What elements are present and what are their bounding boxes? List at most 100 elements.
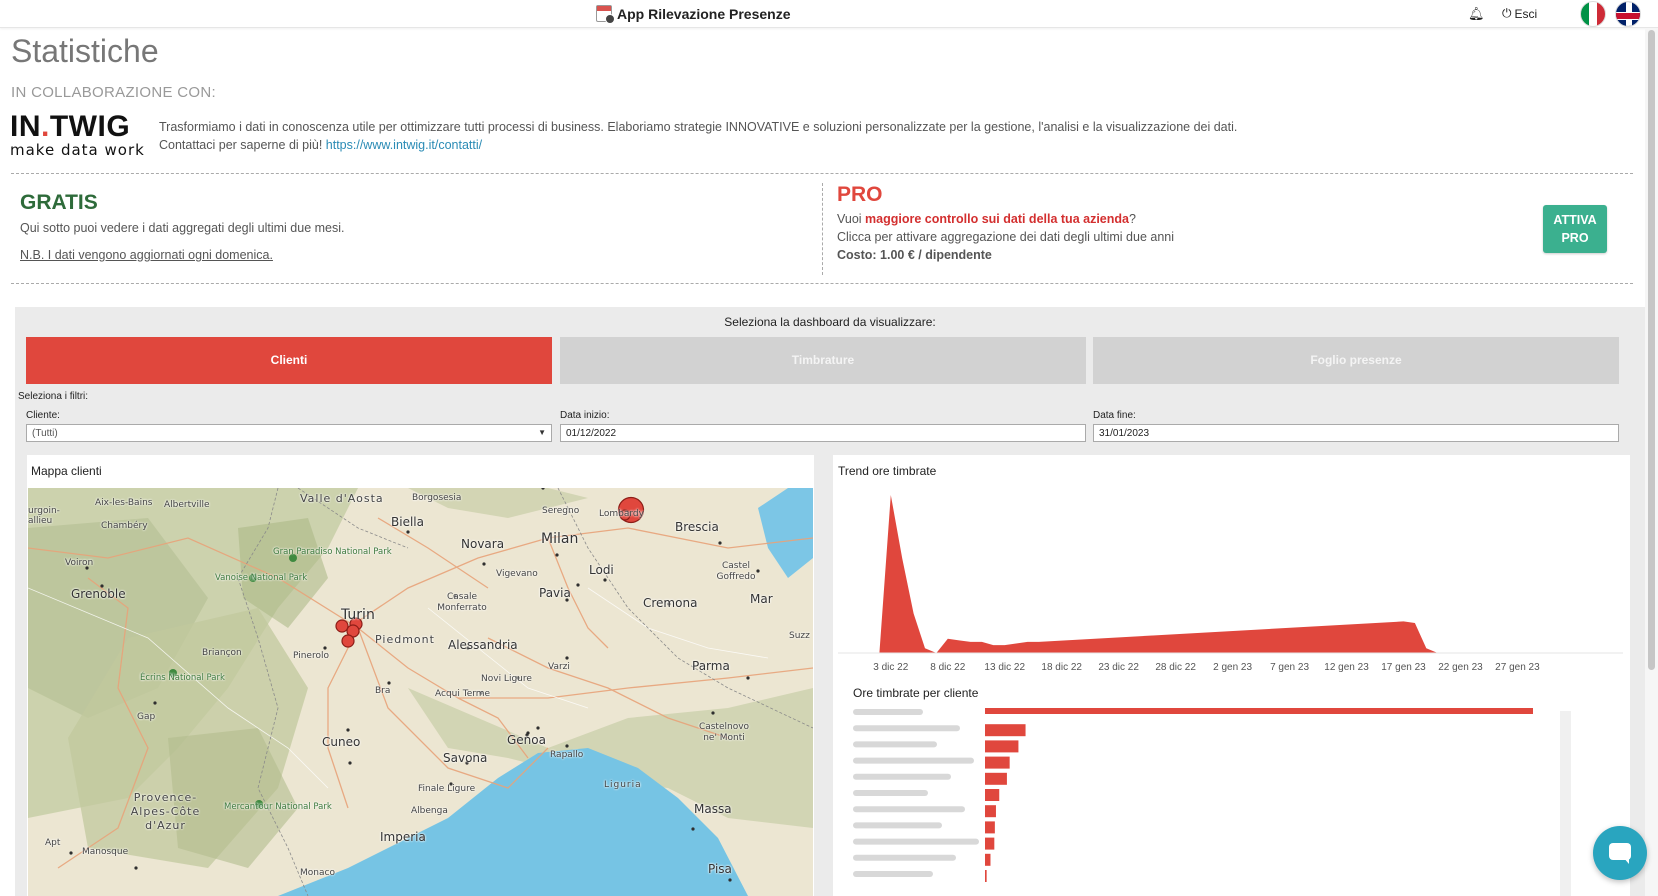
pro-title: PRO [837, 183, 883, 206]
map-label: Bra [375, 686, 391, 696]
client-bar[interactable] [985, 837, 995, 850]
trend-x-tick: 3 dic 22 [873, 662, 908, 673]
pro-line1-highlight: maggiore controllo sui dati della tua az… [865, 212, 1129, 226]
trend-x-tick: 7 gen 23 [1270, 662, 1309, 673]
map-label: Albenga [411, 806, 448, 816]
page-title: Statistiche [11, 33, 159, 69]
dashboard-select-label: Seleziona la dashboard da visualizzare: [724, 315, 936, 329]
map-label: Gap [137, 712, 156, 722]
gratis-note: N.B. I dati vengono aggiornati ogni dome… [20, 248, 273, 262]
map-label: Castel Goffredo [716, 561, 756, 582]
client-bar[interactable] [985, 724, 1026, 737]
client-name-redacted [853, 871, 933, 877]
map-label: Liguria [604, 780, 642, 790]
data-fine-input[interactable]: 31/01/2023 [1093, 424, 1619, 442]
intwig-contact: Contattaci per saperne di più! https://w… [159, 136, 1237, 154]
client-name-redacted [853, 806, 965, 813]
map-background [28, 488, 813, 896]
trend-chart[interactable]: 3 dic 22 8 dic 22 13 dic 22 18 dic 22 23 dic… [833, 475, 1630, 680]
ore-clienti-chart[interactable] [833, 703, 1630, 896]
client-bar[interactable] [985, 708, 1533, 714]
filters-label: Seleziona i filtri: [18, 391, 89, 402]
clienti-map[interactable]: Valle d'Aosta Borgosesia Seregno Aix-les… [28, 488, 813, 896]
client-name-redacted [853, 854, 956, 861]
intwig-description: Trasformiamo i dati in conoscenza utile … [159, 118, 1237, 154]
map-label: Varzi [548, 662, 570, 672]
cliente-select[interactable]: (Tutti) ▼ [26, 424, 552, 442]
trend-x-tick: 23 dic 22 [1098, 662, 1139, 673]
vertical-divider [822, 183, 823, 275]
tab-foglio-presenze[interactable]: Foglio presenze [1093, 337, 1619, 384]
map-label: Imperia [380, 830, 426, 844]
trend-x-tick: 28 dic 22 [1155, 662, 1196, 673]
map-label: Mercantour National Park [224, 802, 332, 812]
map-label: Apt [45, 838, 61, 848]
flag-it-icon[interactable] [1580, 1, 1606, 27]
page-scrollbar-thumb[interactable] [1648, 30, 1655, 670]
map-label: Novi Ligure [481, 674, 532, 684]
client-name-redacted [853, 725, 960, 732]
cliente-select-value: (Tutti) [32, 428, 58, 439]
map-label: Novara [461, 537, 505, 551]
client-bar[interactable] [985, 756, 1010, 769]
attiva-pro-line2: PRO [1561, 231, 1589, 245]
gratis-description: Qui sotto puoi vedere i dati aggregati d… [20, 221, 345, 235]
tab-clienti[interactable]: Clienti [26, 337, 552, 384]
map-label: Cuneo [322, 735, 361, 749]
client-bar[interactable] [985, 740, 1019, 753]
top-bar: App Rilevazione Presenze 🔔︎ ⏻ Esci [0, 0, 1658, 28]
map-label: Finale Ligure [418, 784, 476, 794]
dashboard-panel: Seleziona la dashboard da visualizzare: … [15, 307, 1645, 896]
map-label: Écrins National Park [140, 673, 225, 683]
logo-dot: . [41, 110, 50, 143]
flag-uk-icon[interactable] [1615, 1, 1641, 27]
map-label: Lombardy [599, 509, 644, 519]
map-title: Mappa clienti [31, 464, 102, 478]
logo-tagline: make data work [10, 141, 145, 159]
map-label: Milan [541, 531, 579, 547]
attiva-pro-button[interactable]: ATTIVA PRO [1543, 205, 1607, 253]
map-label: Briançon [202, 648, 242, 658]
data-inizio-input[interactable]: 01/12/2022 [560, 424, 1086, 442]
app-title-text: App Rilevazione Presenze [617, 5, 791, 22]
divider [11, 173, 1633, 174]
client-name-redacted [853, 709, 923, 715]
calendar-icon [596, 5, 615, 24]
client-bar[interactable] [985, 789, 1000, 801]
trend-title: Trend ore timbrate [838, 464, 937, 478]
map-label: Vigevano [496, 569, 538, 579]
client-bar[interactable] [985, 805, 996, 818]
map-label: Albertville [164, 500, 210, 510]
map-label: Piedmont [375, 633, 435, 646]
pro-cost-text: Costo: 1.00 € / dipendente [837, 248, 992, 262]
bell-icon[interactable]: 🔔︎ [1468, 6, 1485, 21]
trend-x-tick: 12 gen 23 [1324, 662, 1369, 673]
map-label: Mar [750, 592, 773, 606]
client-bar[interactable] [985, 772, 1007, 785]
trend-x-tick: 22 gen 23 [1438, 662, 1483, 673]
map-label: Seregno [542, 506, 580, 516]
chat-button[interactable] [1593, 826, 1647, 880]
client-bar[interactable] [985, 870, 987, 882]
tab-timbrature[interactable]: Timbrature [560, 337, 1086, 384]
intwig-logo: IN.TWIG make data work [10, 110, 150, 159]
client-bar[interactable] [985, 821, 995, 834]
trend-area[interactable] [868, 495, 1563, 653]
map-label: Monaco [300, 868, 335, 878]
intwig-contact-prefix: Contattaci per saperne di più! [159, 138, 323, 152]
data-inizio-label: Data inizio: [560, 410, 610, 421]
intwig-contact-link[interactable]: https://www.intwig.it/contatti/ [325, 138, 483, 152]
logout-button[interactable]: ⏻ Esci [1502, 6, 1537, 21]
chart-scrollbar[interactable] [1560, 711, 1571, 896]
map-label: Provence-Alpes-Côte d'Azur [130, 791, 201, 832]
map-label: Savona [443, 751, 488, 765]
client-name-redacted [853, 741, 937, 748]
map-label: Suzz [789, 631, 810, 641]
map-label: Pisa [708, 862, 732, 876]
map-label: Borgosesia [412, 493, 462, 503]
gratis-title: GRATIS [20, 191, 98, 214]
client-name-redacted [853, 838, 979, 845]
client-bar[interactable] [985, 853, 991, 866]
trend-x-tick: 2 gen 23 [1213, 662, 1252, 673]
mappa-clienti-card: Mappa clienti [27, 455, 814, 896]
